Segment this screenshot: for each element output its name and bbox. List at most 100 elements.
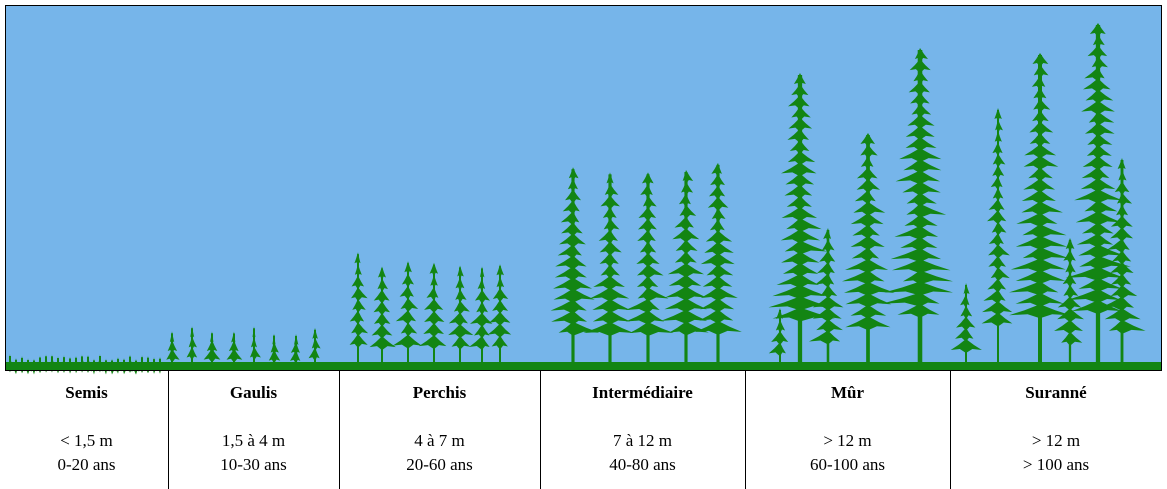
branch <box>1062 273 1077 288</box>
tree <box>1100 158 1146 364</box>
branch <box>890 248 942 263</box>
branch <box>981 312 1013 327</box>
tree <box>349 252 369 364</box>
branch <box>559 233 586 248</box>
branch <box>711 208 726 223</box>
branch <box>188 336 197 351</box>
branch <box>492 299 509 314</box>
branch <box>1092 34 1105 49</box>
branch <box>664 298 707 313</box>
branch <box>982 301 1013 316</box>
tree <box>186 326 198 364</box>
branch <box>1023 178 1056 193</box>
branch <box>592 310 631 325</box>
branch <box>950 338 982 353</box>
tree <box>841 133 895 364</box>
branch <box>850 236 885 251</box>
branch <box>1078 277 1123 292</box>
branch <box>1089 23 1106 37</box>
tree <box>308 327 321 364</box>
branch <box>561 222 583 237</box>
branch <box>599 252 619 267</box>
branch <box>768 296 833 311</box>
branch <box>906 203 947 218</box>
branch <box>638 206 657 221</box>
tree <box>166 331 180 364</box>
branch <box>895 170 941 185</box>
sky <box>5 5 1162 371</box>
branch <box>562 200 580 215</box>
branch <box>772 307 835 322</box>
branch <box>602 206 617 221</box>
branch <box>479 266 485 281</box>
branch <box>1063 249 1076 264</box>
branch <box>604 183 619 198</box>
stage-name: Mûr <box>831 383 865 402</box>
branch <box>990 267 1010 282</box>
branch <box>1087 133 1113 148</box>
branch <box>672 228 700 243</box>
tree <box>768 73 835 364</box>
branch <box>674 251 697 266</box>
branch <box>1009 281 1059 296</box>
branch <box>902 270 953 285</box>
branch <box>853 201 886 216</box>
branch <box>1083 78 1111 93</box>
branch <box>1111 250 1132 265</box>
branch <box>823 228 832 242</box>
branch <box>1033 87 1047 102</box>
branch <box>1085 89 1114 104</box>
branch <box>399 285 414 300</box>
branch <box>660 309 708 324</box>
branch <box>349 310 365 325</box>
branch <box>457 265 464 280</box>
branch <box>369 336 396 351</box>
branch <box>843 281 895 296</box>
branch <box>899 148 942 163</box>
branch <box>992 142 1003 157</box>
branch <box>992 153 1006 168</box>
branch <box>637 229 656 244</box>
branch <box>903 159 942 174</box>
branch <box>1084 67 1105 82</box>
branch <box>819 250 836 265</box>
tree <box>418 262 447 364</box>
branch <box>1081 100 1115 115</box>
branch <box>793 73 806 87</box>
branch <box>554 266 587 281</box>
branch <box>487 323 512 338</box>
branch <box>371 324 393 339</box>
branch <box>377 278 388 293</box>
branch <box>476 301 488 316</box>
branch <box>776 308 783 322</box>
branch <box>845 316 891 331</box>
stage-name: Intermédiaire <box>592 383 693 402</box>
branch <box>1022 224 1067 239</box>
stage-age: 40-80 ans <box>609 455 676 474</box>
branch <box>1022 247 1069 262</box>
branch <box>768 342 786 357</box>
branch <box>1081 167 1110 182</box>
branch <box>373 312 391 327</box>
branch <box>1080 178 1116 193</box>
branch <box>637 287 669 302</box>
branch <box>455 288 467 303</box>
branch <box>583 322 634 337</box>
branch <box>252 326 256 341</box>
branch <box>606 172 614 187</box>
branch <box>418 335 447 350</box>
branch <box>983 289 1006 304</box>
stage-age: 0-20 ans <box>57 455 115 474</box>
branch <box>821 239 835 254</box>
branch <box>349 333 368 348</box>
branch <box>400 297 419 312</box>
branch <box>553 277 593 292</box>
branch <box>780 229 821 244</box>
branch <box>913 70 929 85</box>
branch <box>994 130 1002 145</box>
branch <box>1010 258 1066 273</box>
branch <box>400 322 418 337</box>
branch <box>1071 300 1122 315</box>
branch <box>293 333 299 348</box>
